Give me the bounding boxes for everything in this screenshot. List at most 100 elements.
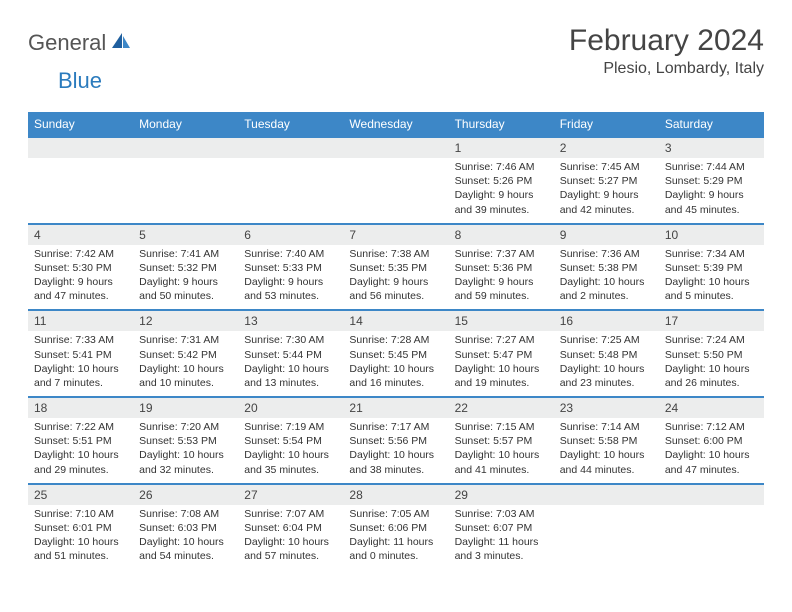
day-cell: 22Sunrise: 7:15 AMSunset: 5:57 PMDayligh… [449, 397, 554, 484]
day-number: 27 [238, 485, 343, 505]
day-details: Sunrise: 7:42 AMSunset: 5:30 PMDaylight:… [28, 245, 133, 310]
day-number: 14 [343, 311, 448, 331]
weekday-wednesday: Wednesday [343, 112, 448, 137]
day-cell: 10Sunrise: 7:34 AMSunset: 5:39 PMDayligh… [659, 224, 764, 311]
day-details: Sunrise: 7:05 AMSunset: 6:06 PMDaylight:… [343, 505, 448, 570]
day-details: Sunrise: 7:10 AMSunset: 6:01 PMDaylight:… [28, 505, 133, 570]
day-details: Sunrise: 7:14 AMSunset: 5:58 PMDaylight:… [554, 418, 659, 483]
day-details: Sunrise: 7:40 AMSunset: 5:33 PMDaylight:… [238, 245, 343, 310]
day-cell: 16Sunrise: 7:25 AMSunset: 5:48 PMDayligh… [554, 310, 659, 397]
day-details: Sunrise: 7:38 AMSunset: 5:35 PMDaylight:… [343, 245, 448, 310]
day-details: Sunrise: 7:46 AMSunset: 5:26 PMDaylight:… [449, 158, 554, 223]
day-number: 8 [449, 225, 554, 245]
day-cell: 25Sunrise: 7:10 AMSunset: 6:01 PMDayligh… [28, 484, 133, 570]
day-number [238, 138, 343, 158]
day-cell: 20Sunrise: 7:19 AMSunset: 5:54 PMDayligh… [238, 397, 343, 484]
day-number: 9 [554, 225, 659, 245]
day-number: 4 [28, 225, 133, 245]
day-details: Sunrise: 7:25 AMSunset: 5:48 PMDaylight:… [554, 331, 659, 396]
day-cell: 18Sunrise: 7:22 AMSunset: 5:51 PMDayligh… [28, 397, 133, 484]
logo: General [28, 24, 134, 56]
day-number: 20 [238, 398, 343, 418]
day-cell: 26Sunrise: 7:08 AMSunset: 6:03 PMDayligh… [133, 484, 238, 570]
day-details [238, 158, 343, 210]
day-cell: 29Sunrise: 7:03 AMSunset: 6:07 PMDayligh… [449, 484, 554, 570]
day-details [133, 158, 238, 210]
calendar-table: SundayMondayTuesdayWednesdayThursdayFrid… [28, 112, 764, 569]
day-cell: 19Sunrise: 7:20 AMSunset: 5:53 PMDayligh… [133, 397, 238, 484]
weekday-thursday: Thursday [449, 112, 554, 137]
day-details: Sunrise: 7:27 AMSunset: 5:47 PMDaylight:… [449, 331, 554, 396]
day-details [343, 158, 448, 210]
day-cell [133, 137, 238, 224]
day-cell: 13Sunrise: 7:30 AMSunset: 5:44 PMDayligh… [238, 310, 343, 397]
day-number: 18 [28, 398, 133, 418]
day-details: Sunrise: 7:08 AMSunset: 6:03 PMDaylight:… [133, 505, 238, 570]
day-cell [343, 137, 448, 224]
day-number: 5 [133, 225, 238, 245]
day-details: Sunrise: 7:30 AMSunset: 5:44 PMDaylight:… [238, 331, 343, 396]
day-cell: 5Sunrise: 7:41 AMSunset: 5:32 PMDaylight… [133, 224, 238, 311]
day-details: Sunrise: 7:37 AMSunset: 5:36 PMDaylight:… [449, 245, 554, 310]
day-number: 21 [343, 398, 448, 418]
day-number: 3 [659, 138, 764, 158]
day-number: 10 [659, 225, 764, 245]
weekday-header-row: SundayMondayTuesdayWednesdayThursdayFrid… [28, 112, 764, 137]
day-number: 29 [449, 485, 554, 505]
day-details: Sunrise: 7:34 AMSunset: 5:39 PMDaylight:… [659, 245, 764, 310]
week-row: 11Sunrise: 7:33 AMSunset: 5:41 PMDayligh… [28, 310, 764, 397]
weekday-monday: Monday [133, 112, 238, 137]
day-number: 23 [554, 398, 659, 418]
day-number: 25 [28, 485, 133, 505]
day-details: Sunrise: 7:45 AMSunset: 5:27 PMDaylight:… [554, 158, 659, 223]
day-cell: 28Sunrise: 7:05 AMSunset: 6:06 PMDayligh… [343, 484, 448, 570]
day-number: 1 [449, 138, 554, 158]
day-number: 24 [659, 398, 764, 418]
day-cell [554, 484, 659, 570]
day-cell: 6Sunrise: 7:40 AMSunset: 5:33 PMDaylight… [238, 224, 343, 311]
day-cell: 24Sunrise: 7:12 AMSunset: 6:00 PMDayligh… [659, 397, 764, 484]
day-cell: 14Sunrise: 7:28 AMSunset: 5:45 PMDayligh… [343, 310, 448, 397]
week-row: 1Sunrise: 7:46 AMSunset: 5:26 PMDaylight… [28, 137, 764, 224]
day-details: Sunrise: 7:17 AMSunset: 5:56 PMDaylight:… [343, 418, 448, 483]
day-cell: 3Sunrise: 7:44 AMSunset: 5:29 PMDaylight… [659, 137, 764, 224]
month-title: February 2024 [569, 24, 764, 58]
day-cell: 23Sunrise: 7:14 AMSunset: 5:58 PMDayligh… [554, 397, 659, 484]
day-details: Sunrise: 7:24 AMSunset: 5:50 PMDaylight:… [659, 331, 764, 396]
day-details: Sunrise: 7:15 AMSunset: 5:57 PMDaylight:… [449, 418, 554, 483]
day-cell [659, 484, 764, 570]
day-number [28, 138, 133, 158]
day-number: 12 [133, 311, 238, 331]
weekday-sunday: Sunday [28, 112, 133, 137]
day-number: 17 [659, 311, 764, 331]
weekday-friday: Friday [554, 112, 659, 137]
week-row: 4Sunrise: 7:42 AMSunset: 5:30 PMDaylight… [28, 224, 764, 311]
day-details: Sunrise: 7:03 AMSunset: 6:07 PMDaylight:… [449, 505, 554, 570]
day-cell: 8Sunrise: 7:37 AMSunset: 5:36 PMDaylight… [449, 224, 554, 311]
logo-text-1: General [28, 30, 106, 56]
day-number: 13 [238, 311, 343, 331]
day-number [343, 138, 448, 158]
day-cell: 4Sunrise: 7:42 AMSunset: 5:30 PMDaylight… [28, 224, 133, 311]
day-cell: 1Sunrise: 7:46 AMSunset: 5:26 PMDaylight… [449, 137, 554, 224]
day-cell: 21Sunrise: 7:17 AMSunset: 5:56 PMDayligh… [343, 397, 448, 484]
day-number: 7 [343, 225, 448, 245]
day-cell: 2Sunrise: 7:45 AMSunset: 5:27 PMDaylight… [554, 137, 659, 224]
day-cell [28, 137, 133, 224]
day-cell: 15Sunrise: 7:27 AMSunset: 5:47 PMDayligh… [449, 310, 554, 397]
day-details: Sunrise: 7:20 AMSunset: 5:53 PMDaylight:… [133, 418, 238, 483]
weekday-saturday: Saturday [659, 112, 764, 137]
day-number: 2 [554, 138, 659, 158]
day-cell: 9Sunrise: 7:36 AMSunset: 5:38 PMDaylight… [554, 224, 659, 311]
day-number: 16 [554, 311, 659, 331]
day-cell: 27Sunrise: 7:07 AMSunset: 6:04 PMDayligh… [238, 484, 343, 570]
day-details: Sunrise: 7:36 AMSunset: 5:38 PMDaylight:… [554, 245, 659, 310]
week-row: 18Sunrise: 7:22 AMSunset: 5:51 PMDayligh… [28, 397, 764, 484]
day-details: Sunrise: 7:28 AMSunset: 5:45 PMDaylight:… [343, 331, 448, 396]
week-row: 25Sunrise: 7:10 AMSunset: 6:01 PMDayligh… [28, 484, 764, 570]
day-details: Sunrise: 7:31 AMSunset: 5:42 PMDaylight:… [133, 331, 238, 396]
day-number: 28 [343, 485, 448, 505]
day-details: Sunrise: 7:44 AMSunset: 5:29 PMDaylight:… [659, 158, 764, 223]
day-number: 22 [449, 398, 554, 418]
sail-icon [110, 31, 132, 56]
